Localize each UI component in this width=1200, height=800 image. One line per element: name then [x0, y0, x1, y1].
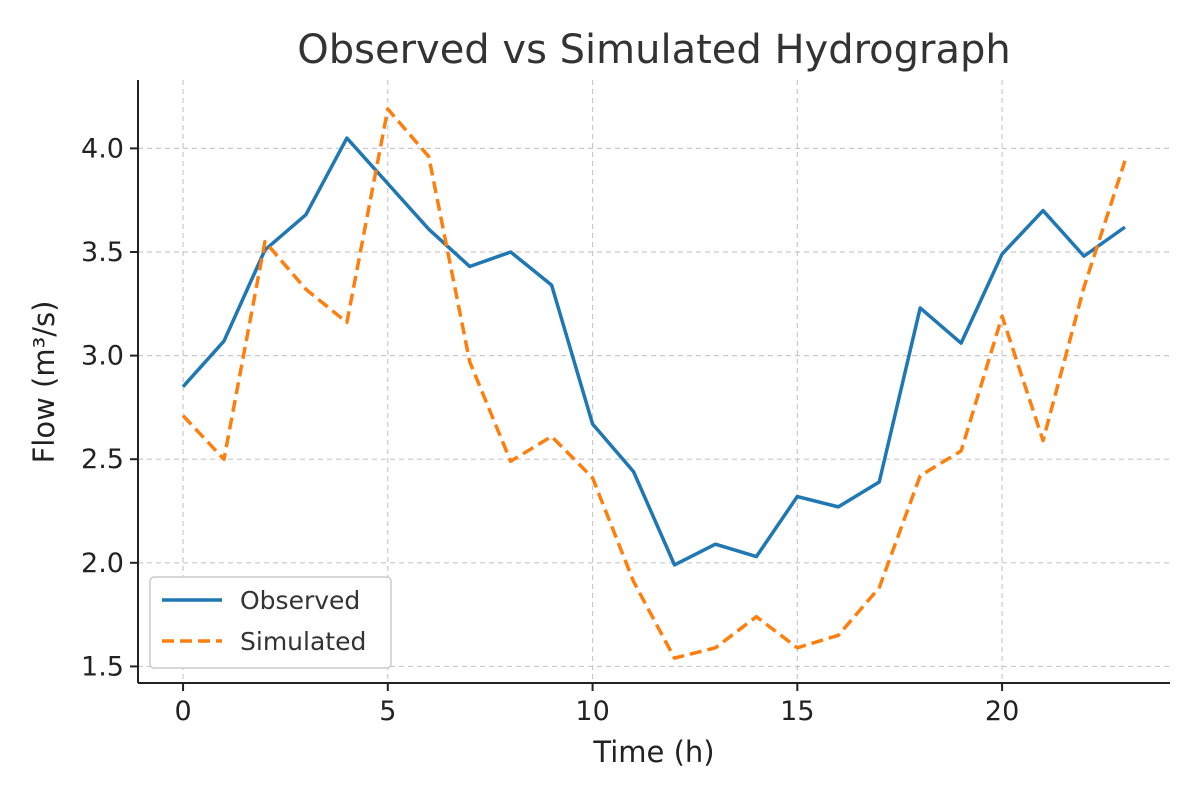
legend-simulated-label: Simulated [240, 627, 366, 656]
series-layer [181, 107, 1127, 660]
y-tick-label: 3.0 [81, 341, 124, 372]
x-tick-label: 15 [780, 696, 814, 727]
y-axis-label: Flow (m³/s) [27, 301, 61, 464]
legend: Observed Simulated [149, 576, 392, 669]
chart-title: Observed vs Simulated Hydrograph [297, 27, 1011, 73]
tick-layer: 0 5 10 15 20 1.5 2.0 2.5 3.0 3.5 4.0 [81, 133, 1019, 727]
x-tick-label: 10 [575, 696, 609, 727]
y-tick-label: 2.5 [81, 444, 124, 475]
x-tick-label: 0 [174, 696, 191, 727]
axes-layer [137, 80, 1170, 684]
y-tick-label: 4.0 [81, 133, 124, 164]
series-line-observed [181, 136, 1126, 567]
y-tick-label: 1.5 [81, 651, 124, 682]
y-tick-label: 3.5 [81, 237, 124, 268]
x-axis-label: Time (h) [592, 735, 714, 769]
x-tick-label: 20 [985, 696, 1019, 727]
series-line-simulated [181, 107, 1127, 660]
y-tick-label: 2.0 [81, 548, 124, 579]
grid-layer [138, 80, 1170, 683]
x-tick-label: 5 [379, 696, 396, 727]
legend-observed-label: Observed [240, 586, 360, 615]
